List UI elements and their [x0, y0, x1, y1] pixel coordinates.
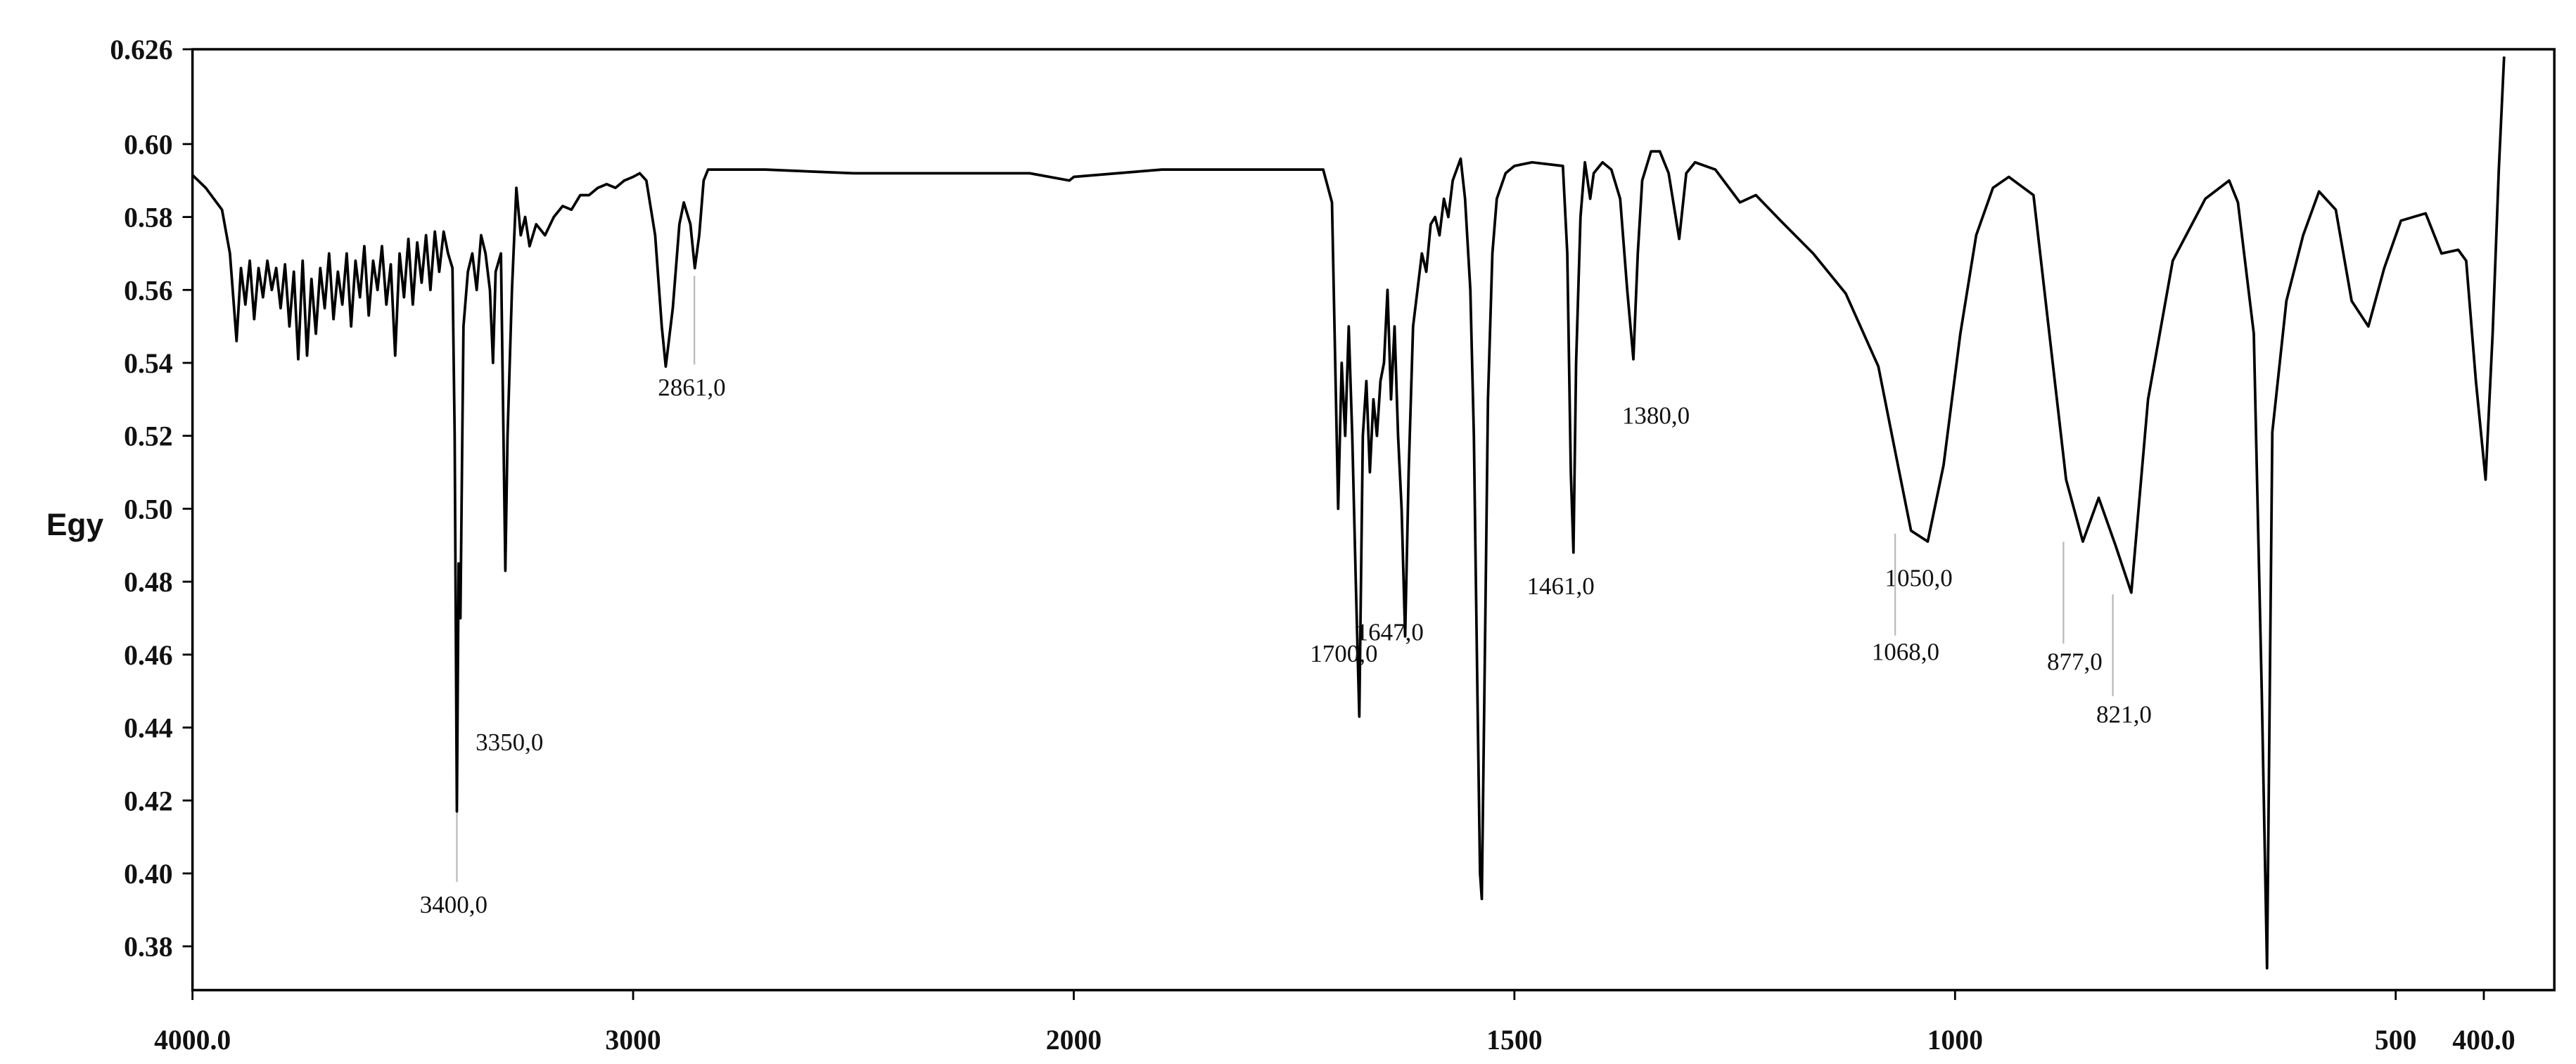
y-tick-label: 0.44 — [124, 713, 173, 744]
y-axis-label: Egy — [46, 508, 104, 542]
y-tick-label: 0.42 — [124, 786, 172, 816]
y-tick-label: 0.50 — [124, 494, 172, 525]
peak-label: 3350,0 — [476, 729, 543, 756]
y-tick-label: 0.54 — [124, 348, 173, 379]
plot-frame — [191, 48, 2556, 992]
y-tick-label: 0.56 — [124, 275, 172, 306]
spectrum-line — [191, 56, 2506, 970]
x-tick-label: 1500 — [1486, 1025, 1542, 1056]
peak-label: 3400,0 — [420, 891, 487, 918]
y-tick-label: 0.48 — [124, 567, 172, 598]
y-tick-label: 0.38 — [124, 932, 172, 963]
peak-label: 1461,0 — [1526, 572, 1594, 600]
x-tick-label: 400.0 — [2452, 1025, 2515, 1056]
peak-label: 877,0 — [2047, 648, 2103, 676]
y-tick-label: 0.60 — [124, 129, 172, 160]
y-tick-label: 0.40 — [124, 859, 172, 890]
y-tick-label: 0.58 — [124, 203, 172, 233]
y-tick-label: 0.52 — [124, 421, 172, 452]
y-tick-label: 0.46 — [124, 640, 172, 671]
y-tick-label: 0.626 — [110, 34, 172, 65]
peak-label: 2861,0 — [658, 374, 725, 402]
peak-label: 1647,0 — [1356, 619, 1424, 646]
x-tick-label: 1000 — [1927, 1025, 1983, 1056]
x-tick-label: 500 — [2375, 1025, 2417, 1056]
x-tick-label: 3000 — [605, 1025, 661, 1056]
x-tick-label: 2000 — [1046, 1025, 1102, 1056]
peak-label: 1700,0 — [1310, 640, 1377, 667]
peak-label: 1068,0 — [1872, 639, 1939, 666]
x-tick-label: 4000.0 — [154, 1025, 231, 1056]
peak-label: 821,0 — [2096, 700, 2152, 728]
peak-label: 1050,0 — [1885, 565, 1952, 592]
peak-label: 1380,0 — [1622, 402, 1690, 429]
